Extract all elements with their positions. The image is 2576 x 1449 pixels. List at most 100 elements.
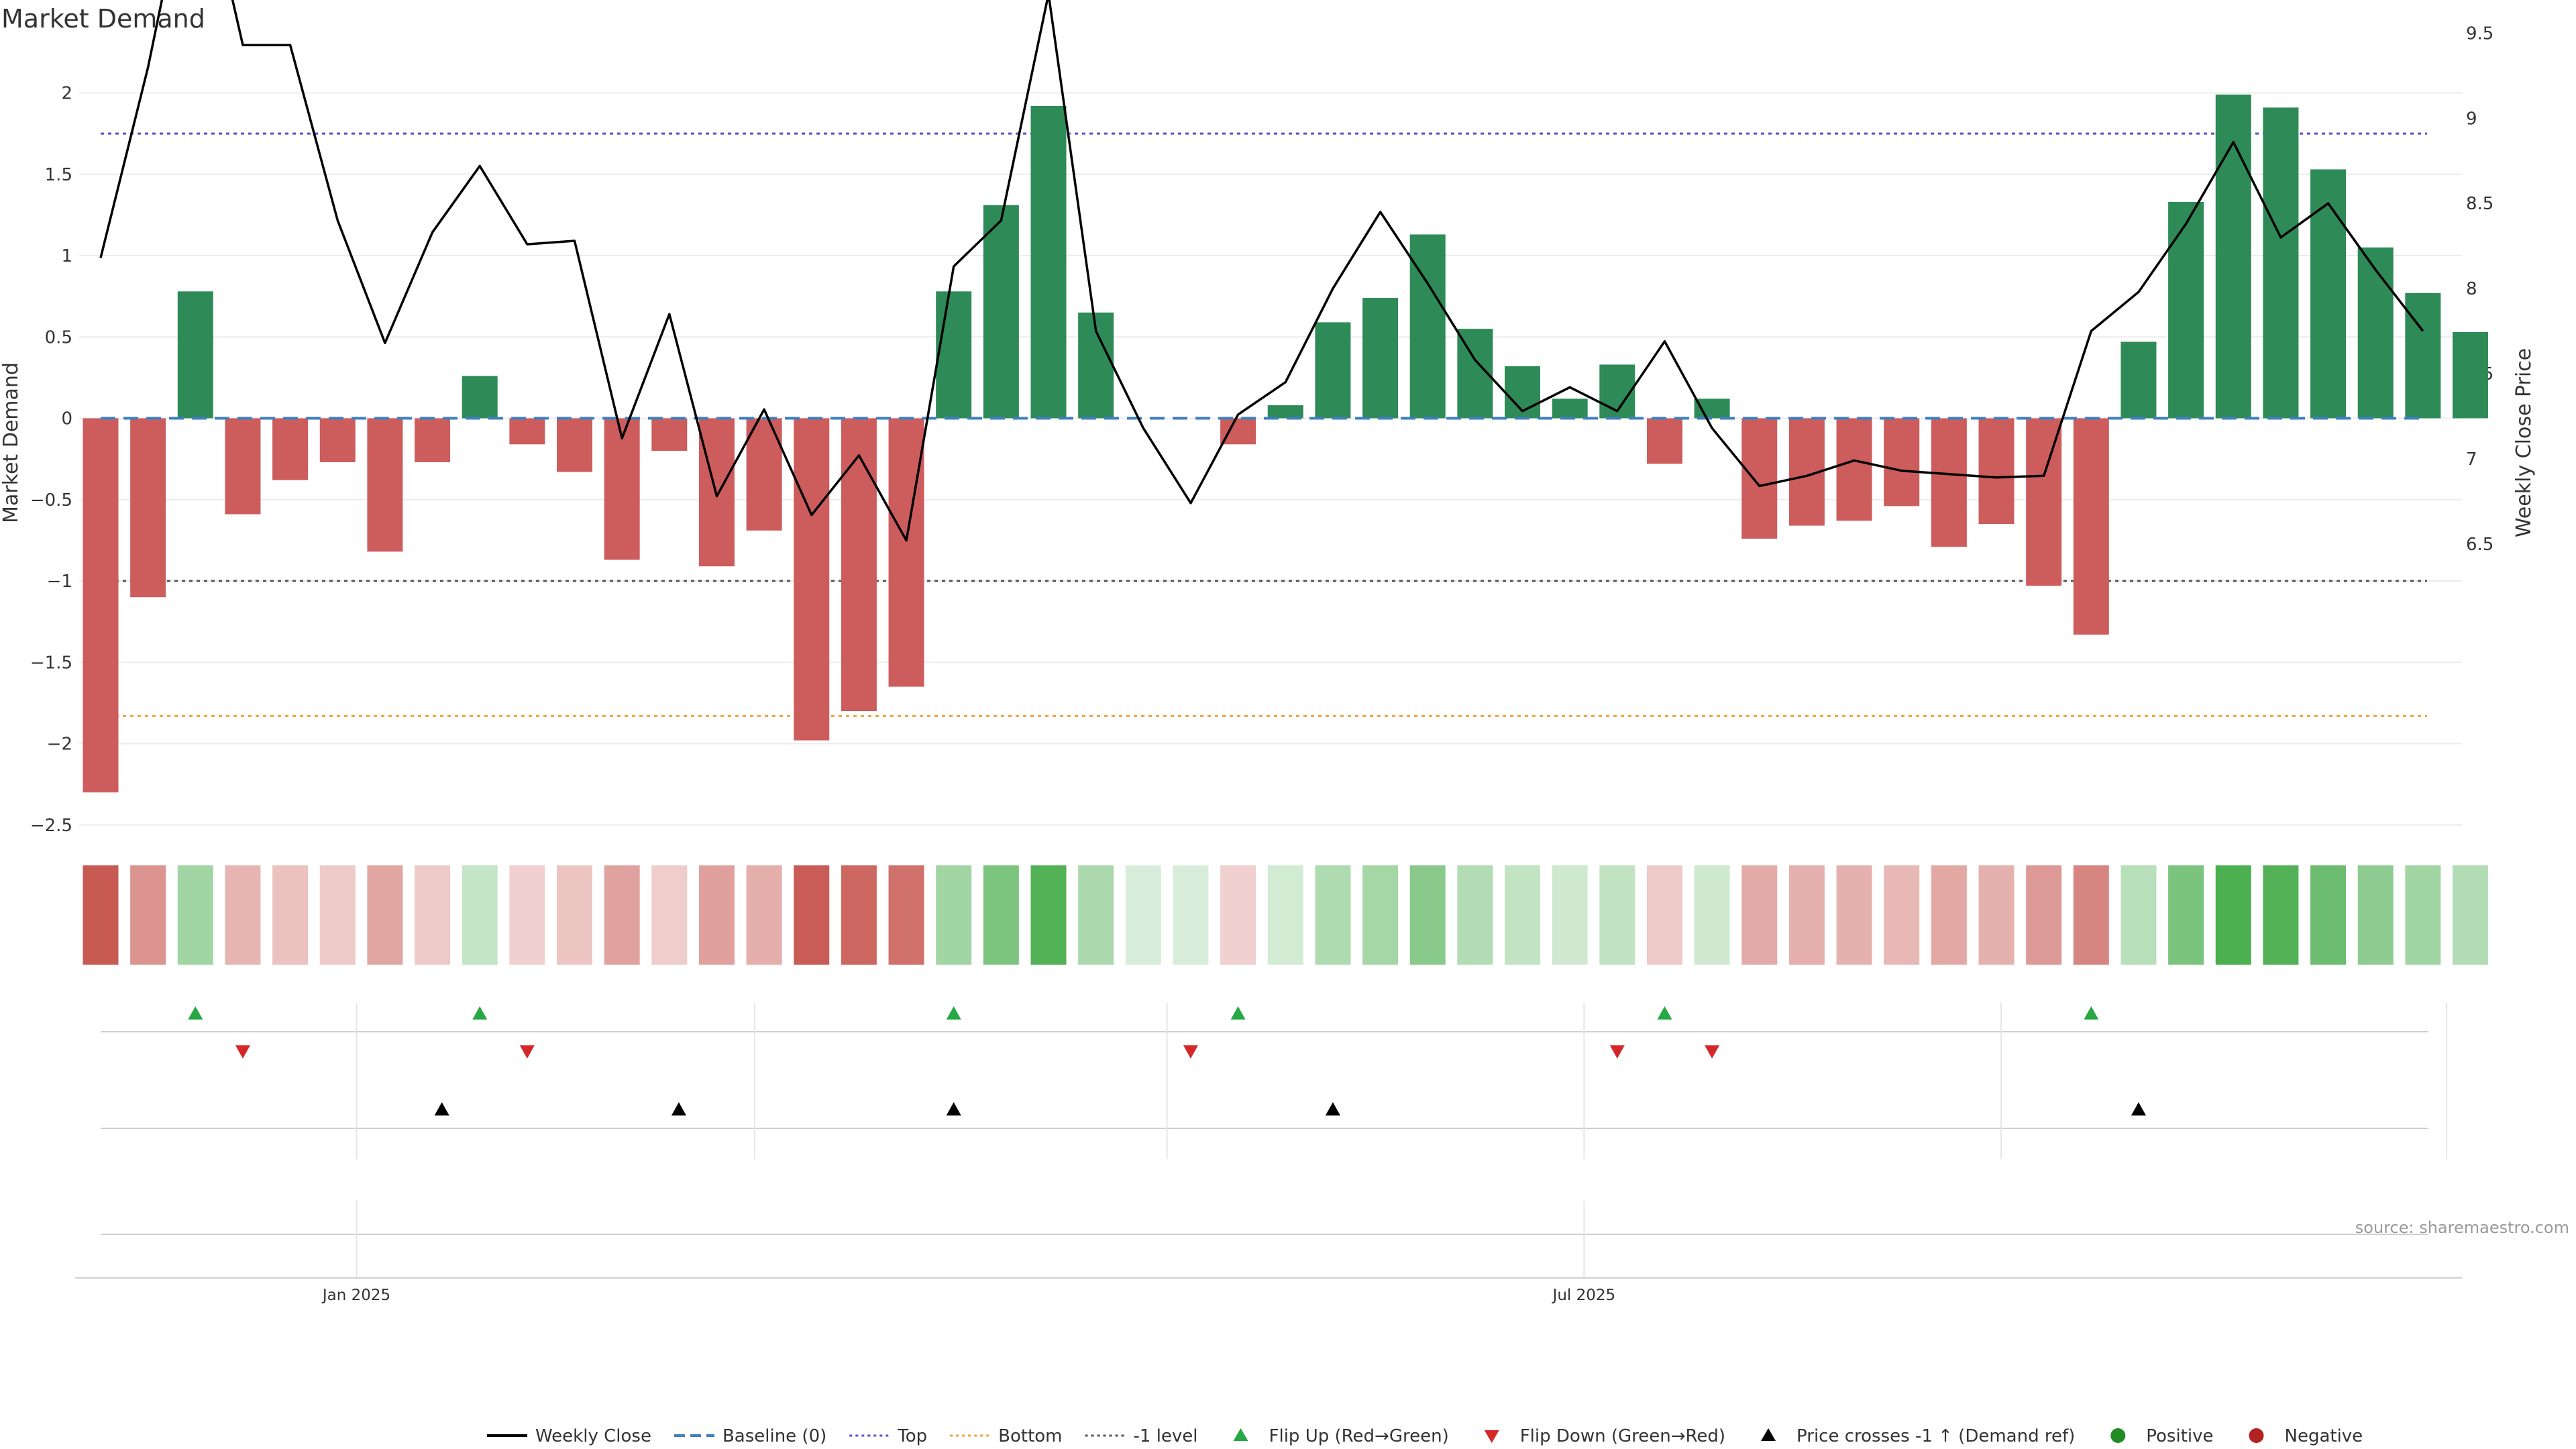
y-left-tick-label: 1.5	[45, 165, 72, 185]
demand-bar	[2405, 292, 2441, 419]
legend-swatch	[1761, 1428, 1776, 1441]
flip-up-marker	[946, 1006, 961, 1020]
heat-cell	[1884, 865, 1920, 965]
flip-down-marker	[519, 1045, 535, 1059]
y-right-tick-label: 6.5	[2466, 535, 2493, 555]
heat-cell	[1741, 865, 1778, 965]
legend-swatch	[1233, 1428, 1248, 1441]
demand-bar	[2215, 94, 2251, 419]
heat-cell	[1788, 865, 1825, 965]
heat-cell	[2263, 865, 2299, 965]
heat-cell	[1409, 865, 1446, 965]
demand-bar	[1552, 398, 1588, 419]
demand-bar	[272, 418, 309, 480]
flip-up-marker	[2084, 1006, 2099, 1020]
price-cross-marker	[434, 1102, 449, 1116]
heat-cell	[841, 865, 877, 965]
heat-cell	[1078, 865, 1114, 965]
price-cross-marker	[2131, 1102, 2146, 1116]
demand-bar	[1315, 322, 1351, 419]
demand-bar	[557, 418, 592, 472]
y-left-tick-label: −2.5	[30, 816, 72, 836]
heat-cell	[415, 865, 451, 965]
heat-cell	[2405, 865, 2441, 965]
heat-cell	[2121, 865, 2157, 965]
chart-title: Market Demand	[1, 4, 205, 34]
heat-cell	[1931, 865, 1967, 965]
demand-bar	[1362, 298, 1399, 419]
demand-bar	[130, 418, 166, 598]
heat-cell	[794, 865, 830, 965]
legend-label: Bottom	[998, 1426, 1062, 1446]
flip-up-marker	[1230, 1006, 1246, 1020]
demand-bar	[2357, 247, 2394, 419]
y-left-axis-title: Market Demand	[0, 362, 23, 523]
heat-cell	[1552, 865, 1588, 965]
heat-cell	[604, 865, 640, 965]
heat-cell	[1220, 865, 1256, 965]
legend-label: Weekly Close	[535, 1426, 651, 1446]
legend-item-5: Flip Up (Red→Green)	[1233, 1426, 1449, 1446]
heat-cell	[1362, 865, 1399, 965]
heat-cell	[1125, 865, 1161, 965]
demand-bar	[1836, 418, 1872, 521]
flip-up-marker	[188, 1006, 203, 1020]
heat-cell	[2357, 865, 2394, 965]
demand-bar	[1694, 398, 1730, 419]
heat-cell	[557, 865, 592, 965]
legend-item-7: Price crosses -1 ↑ (Demand ref)	[1761, 1426, 2075, 1446]
flip-down-marker	[1609, 1045, 1625, 1059]
demand-bar	[1978, 418, 2015, 525]
demand-bar	[462, 376, 498, 419]
heat-cell	[1315, 865, 1351, 965]
source-note: source: sharemaestro.com	[2355, 1218, 2569, 1237]
y-right-tick-label: 7	[2466, 449, 2477, 470]
demand-bar	[1220, 418, 1256, 445]
price-cross-marker	[671, 1102, 686, 1116]
y-left-tick-label: 1	[61, 246, 72, 266]
legend-item-2: Top	[849, 1426, 927, 1446]
heat-cell	[2168, 865, 2204, 965]
legend-item-9: Negative	[2249, 1426, 2363, 1446]
price-cross-marker	[946, 1102, 961, 1116]
y-left-tick-label: 0.5	[45, 327, 72, 347]
flip-up-marker	[472, 1006, 488, 1020]
y-left-tick-label: −1.5	[30, 653, 72, 673]
legend-swatch	[2110, 1428, 2126, 1443]
heat-cell	[1694, 865, 1730, 965]
heat-cell	[130, 865, 166, 965]
heat-cell	[225, 865, 261, 965]
legend-label: Flip Down (Green→Red)	[1520, 1426, 1725, 1446]
heat-cell	[2215, 865, 2251, 965]
y-right-tick-label: 9	[2466, 109, 2477, 129]
heat-cell	[1457, 865, 1493, 965]
legend: Weekly Close Baseline (0) Top Bottom -1 leve…	[487, 1426, 2363, 1446]
heat-cell	[509, 865, 545, 965]
legend-item-0: Weekly Close	[487, 1426, 651, 1446]
demand-bar	[888, 418, 924, 687]
heat-cell	[746, 865, 782, 965]
legend-label: Baseline (0)	[722, 1426, 826, 1446]
demand-bar	[1931, 418, 1967, 547]
y-left-tick-label: 2	[61, 84, 72, 104]
legend-item-6: Flip Down (Green→Red)	[1484, 1426, 1725, 1446]
demand-bar	[983, 205, 1019, 419]
demand-bar	[1409, 234, 1446, 419]
demand-bar	[841, 418, 877, 711]
heat-cell	[651, 865, 688, 965]
legend-label: Negative	[2285, 1426, 2363, 1446]
demand-bar	[651, 418, 688, 451]
heat-cell	[462, 865, 498, 965]
demand-bar	[2263, 107, 2299, 419]
demand-bar	[1267, 405, 1303, 419]
price-cross-marker	[1325, 1102, 1340, 1116]
legend-item-4: -1 level	[1085, 1426, 1198, 1446]
weekly-close-line	[99, 0, 2424, 542]
y-right-axis-title: Weekly Close Price	[2512, 348, 2536, 537]
demand-bar	[604, 418, 640, 560]
heat-cell	[1505, 865, 1540, 965]
demand-bar	[2310, 169, 2347, 419]
legend-label: Price crosses -1 ↑ (Demand ref)	[1796, 1426, 2075, 1446]
